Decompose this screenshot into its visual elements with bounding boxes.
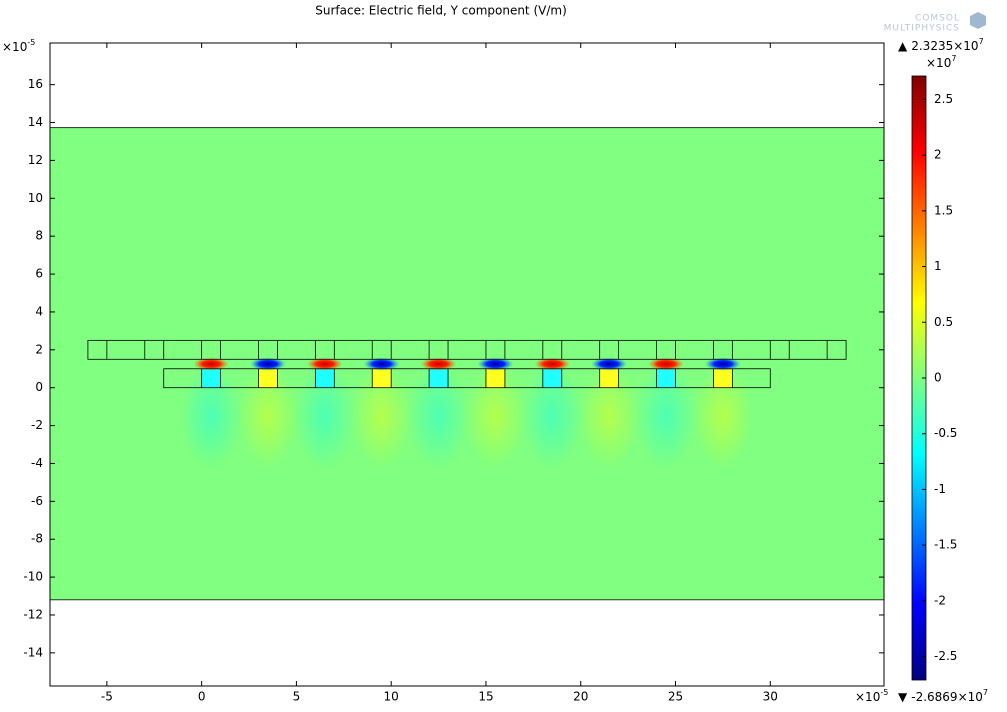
y-tick-label: 10 <box>28 191 43 205</box>
colorbar-tick-label: -1.5 <box>934 538 957 552</box>
electrode <box>429 368 449 388</box>
min-exponent-base: ×10 <box>958 690 983 704</box>
max-label: ▲ 2.3235×107 <box>898 37 984 53</box>
colorbar-tick-label: -0.5 <box>934 426 957 440</box>
colorbar-tick-label: 2 <box>934 148 942 162</box>
x-tick-label: 0 <box>198 690 206 704</box>
colorbar-exponent-power: 7 <box>951 54 956 63</box>
electrode <box>599 368 619 388</box>
colorbar-tick-label: 1.5 <box>934 203 953 217</box>
y-exponent: ×10-5 <box>2 38 35 54</box>
strip <box>87 339 847 360</box>
y-tick-label: -2 <box>31 418 43 432</box>
strip <box>163 368 771 389</box>
y-tick-label: -14 <box>23 645 43 659</box>
y-tick-label: 16 <box>28 77 43 91</box>
y-tick-label: -8 <box>31 532 43 546</box>
field-glow <box>635 363 697 470</box>
logo-icon <box>970 12 986 29</box>
field-glow <box>692 363 754 470</box>
y-tick-label: 0 <box>35 380 43 394</box>
logo-text: COMSOL <box>915 14 960 24</box>
max-value: 2.3235 <box>911 39 953 53</box>
electrode <box>713 368 733 388</box>
colorbar-tick-label: 1 <box>934 259 942 273</box>
field-hotspot <box>704 357 741 371</box>
electrode <box>258 368 278 388</box>
field-hotspot <box>477 357 514 371</box>
min-value: -2.6869 <box>911 690 957 704</box>
max-exponent-base: ×10 <box>953 39 978 53</box>
field-hotspot <box>534 357 571 371</box>
x-tick-label: -5 <box>101 690 113 704</box>
x-tick-label: 30 <box>763 690 778 704</box>
logo: COMSOL MULTIPHYSICS <box>884 12 986 34</box>
electrode <box>542 368 562 388</box>
min-label: ▼ -2.6869×107 <box>898 688 988 704</box>
field-hotspot <box>193 357 230 371</box>
field-hotspot <box>249 357 286 371</box>
y-tick-label: 4 <box>35 304 43 318</box>
field-glow <box>465 363 526 470</box>
x-exponent: ×10-5 <box>855 688 888 704</box>
electrode <box>372 368 392 388</box>
colorbar-tick-label: -2 <box>934 593 946 607</box>
x-tick-label: 10 <box>384 690 399 704</box>
x-exponent-base: ×10 <box>855 690 880 704</box>
min-marker: ▼ <box>898 690 908 704</box>
electrode <box>201 368 221 388</box>
field-glow <box>294 363 356 470</box>
max-exponent-power: 7 <box>979 37 984 46</box>
field-glow <box>237 363 299 470</box>
electrode <box>485 368 505 388</box>
colorbar-tick-label: -1 <box>934 482 946 496</box>
y-tick-label: 8 <box>35 229 43 243</box>
colorbar-tick-label: 2.5 <box>934 92 953 106</box>
field-hotspot <box>306 357 343 371</box>
x-tick-label: 15 <box>478 690 493 704</box>
y-tick-label: 14 <box>28 115 43 129</box>
logo-text: MULTIPHYSICS <box>884 24 960 34</box>
plot-frame <box>49 42 885 687</box>
y-exponent-power: -5 <box>27 38 35 47</box>
colorbar-exponent-base: ×10 <box>926 56 951 70</box>
y-tick-label: 6 <box>35 267 43 281</box>
max-marker: ▲ <box>898 39 908 53</box>
field-glow <box>578 363 640 470</box>
y-tick-label: -10 <box>23 570 43 584</box>
y-exponent-base: ×10 <box>2 40 27 54</box>
electrode <box>315 368 335 388</box>
chart-title: Surface: Electric field, Y component (V/… <box>315 4 567 18</box>
field-hotspot <box>591 357 628 371</box>
domain <box>50 127 884 601</box>
y-tick-label: -4 <box>31 456 43 470</box>
field-hotspot <box>363 357 400 371</box>
x-exponent-power: -5 <box>880 688 888 697</box>
electrode <box>656 368 676 388</box>
field <box>50 127 884 601</box>
field-glow <box>408 363 469 470</box>
field-glow <box>521 363 583 470</box>
y-tick-label: -12 <box>23 607 43 621</box>
colorbar-tick-label: 0 <box>934 371 942 385</box>
y-tick-label: 12 <box>28 153 43 167</box>
colorbar-tick-label: 0.5 <box>934 315 953 329</box>
field-hotspot <box>648 357 685 371</box>
y-tick-label: -6 <box>31 494 43 508</box>
x-tick-label: 25 <box>668 690 683 704</box>
x-tick-label: 5 <box>293 690 301 704</box>
colorbar-tick-label: -2.5 <box>934 649 957 663</box>
x-tick-label: 20 <box>573 690 588 704</box>
field-hotspot <box>420 357 457 371</box>
y-tick-label: 2 <box>35 342 43 356</box>
colorbar-exponent: ×107 <box>926 54 956 70</box>
min-exponent-power: 7 <box>983 688 988 697</box>
field-glow <box>351 363 413 470</box>
field-glow <box>180 363 242 470</box>
